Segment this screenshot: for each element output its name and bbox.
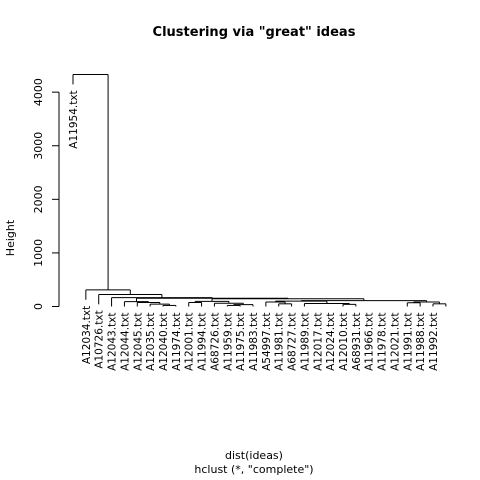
leaf-label-16: A11981.txt [274,313,286,371]
leaf-label-11: A68726.txt [209,313,221,371]
leaf-label-13: A11975.txt [235,313,247,371]
leaf-label-17: A68727.txt [287,313,299,371]
leaf-label-1: A12034.txt [81,306,93,364]
leaf-label-3: A12043.txt [107,313,119,371]
y-tick-label-0: 0 [32,303,45,310]
leaf-label-15: A54997.txt [261,313,273,371]
leaf-label-22: A68931.txt [351,313,363,371]
leaf-label-24: A11978.txt [377,313,389,371]
leaf-label-10: A11994.txt [197,313,209,371]
leaf-label-28: A11992.txt [428,313,440,371]
leaf-label-9: A12001.txt [184,313,196,371]
y-tick-label-3: 3000 [32,132,45,160]
y-axis-label: Height [4,219,17,256]
leaf-label-6: A12035.txt [145,313,157,371]
leaf-label-25: A12021.txt [389,313,401,371]
leaf-label-5: A12045.txt [132,313,144,371]
leaf-label-18: A11989.txt [299,313,311,371]
method-sublabel: hclust (*, "complete") [194,463,313,476]
x-axis-label: dist(ideas) [225,449,283,462]
y-tick-label-4: 4000 [32,78,45,106]
dendrogram-tree [72,73,447,307]
leaf-label-21: A12010.txt [338,313,350,371]
y-tick-label-1: 1000 [32,239,45,267]
y-axis: 0 1000 2000 3000 4000 [32,78,60,310]
chart-title: Clustering via "great" ideas [153,25,356,40]
leaf-label-27: A11988.txt [415,313,427,371]
leaf-label-8: A11974.txt [171,313,183,371]
leaf-label-0: A11954.txt [68,90,80,148]
leaf-label-2: A10726.txt [94,310,106,368]
leaf-label-19: A12017.txt [312,313,324,371]
leaf-label-20: A12024.txt [325,313,337,371]
leaf-label-7: A12040.txt [158,313,170,371]
leaf-label-12: A11959.txt [222,313,234,371]
leaf-label-26: A11991.txt [402,313,414,371]
y-tick-label-2: 2000 [32,185,45,213]
leaf-label-4: A12044.txt [119,313,131,371]
leaf-label-23: A11966.txt [364,313,376,371]
leaf-labels: A11954.txt A12034.txt A10726.txt A12043.txt… [68,90,440,371]
leaf-label-14: A11983.txt [248,313,260,371]
